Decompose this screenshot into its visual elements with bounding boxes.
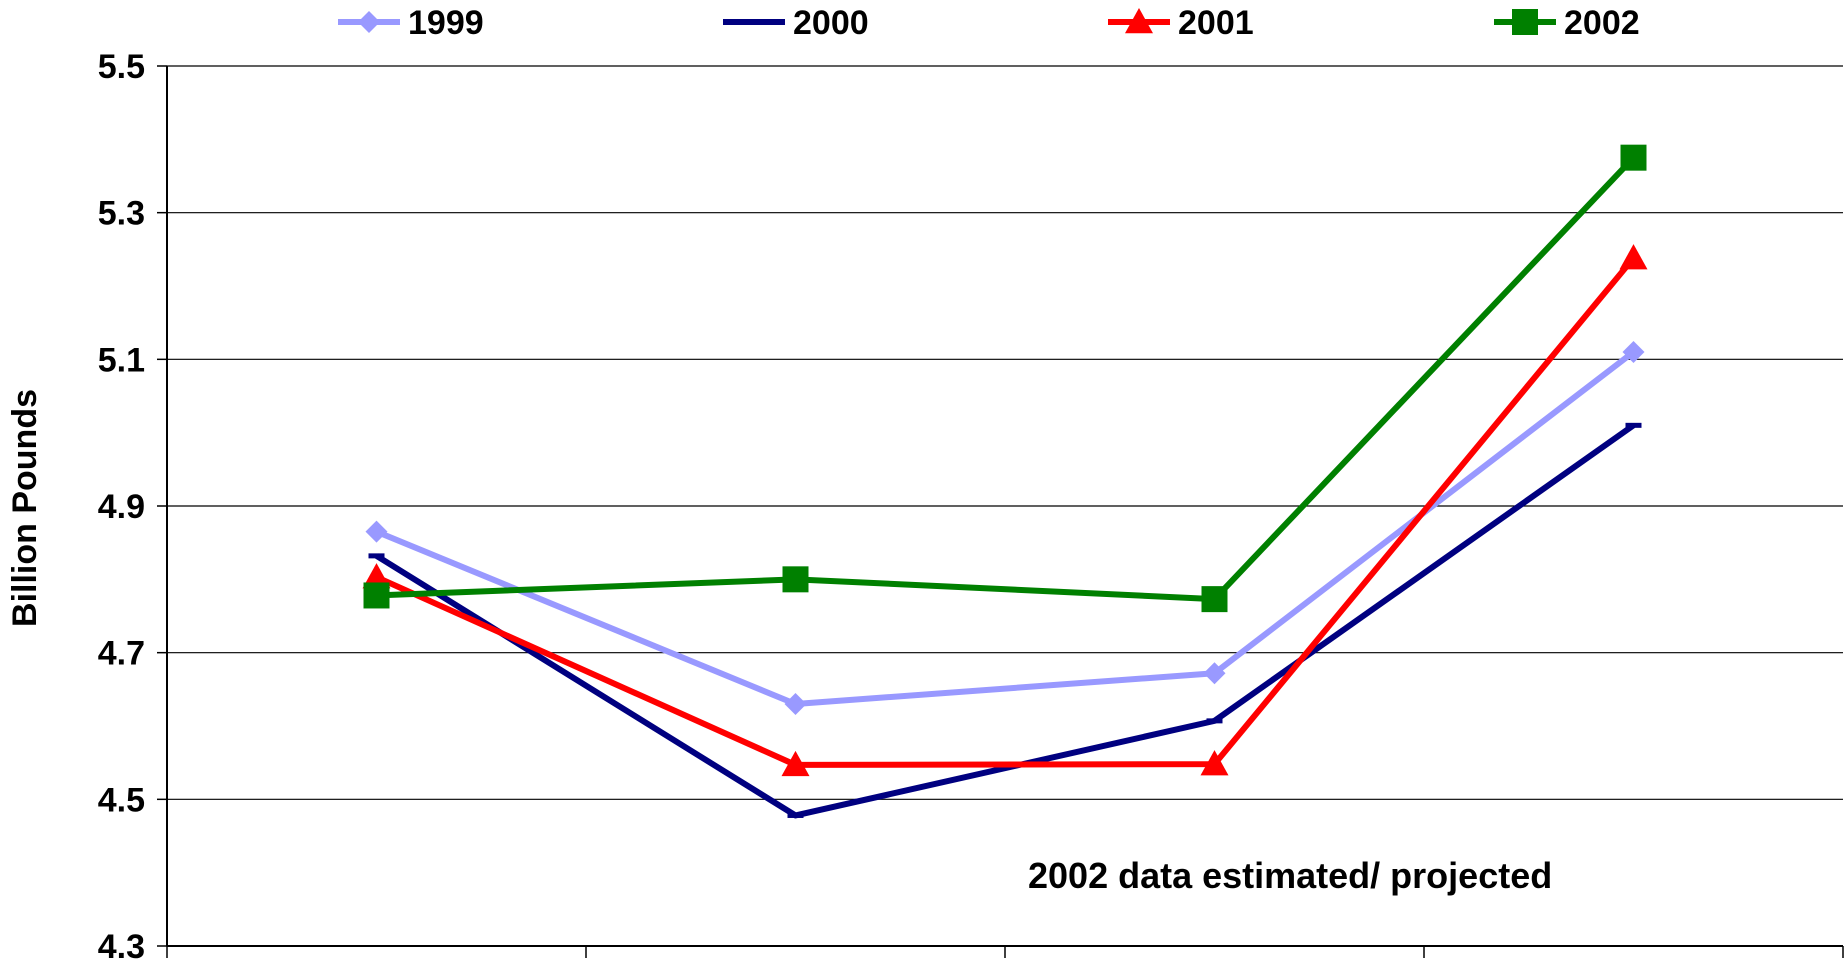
y-tick-label: 4.9 bbox=[98, 488, 145, 526]
data-point-1999 bbox=[1203, 662, 1226, 685]
data-point-2002 bbox=[363, 582, 390, 609]
series-line-2000 bbox=[374, 422, 1636, 819]
data-point-2001 bbox=[1200, 750, 1229, 776]
data-point-2001 bbox=[1619, 244, 1648, 270]
series-line-2002 bbox=[376, 155, 1636, 603]
annotation-note: 2002 data estimated/ projected bbox=[1028, 855, 1552, 896]
series-lines bbox=[362, 144, 1648, 819]
data-point-2001 bbox=[781, 750, 810, 777]
series-2000 bbox=[368, 422, 1642, 819]
series-2001 bbox=[362, 244, 1648, 777]
legend-marker bbox=[358, 11, 380, 33]
data-point-2002 bbox=[1620, 144, 1647, 171]
gridlines bbox=[167, 65, 1843, 800]
legend-label: 1999 bbox=[408, 4, 484, 42]
data-point-2000 bbox=[1206, 718, 1223, 724]
legend-marker bbox=[746, 19, 762, 25]
legend-item-2001: 2001 bbox=[1108, 4, 1254, 42]
data-point-2000 bbox=[368, 553, 385, 559]
series-line-2001 bbox=[375, 256, 1636, 768]
series-line-1999 bbox=[375, 349, 1636, 707]
legend-item-1999: 1999 bbox=[338, 4, 484, 42]
y-tick-label: 5.5 bbox=[98, 48, 145, 86]
y-axis-label: Billion Pounds bbox=[6, 389, 44, 627]
legend-marker bbox=[1125, 8, 1153, 34]
y-tick-label: 4.7 bbox=[98, 635, 145, 673]
data-point-2002 bbox=[1201, 586, 1228, 613]
legend-marker bbox=[1512, 9, 1538, 35]
y-tick-label: 4.3 bbox=[98, 928, 145, 966]
y-tick-label: 4.5 bbox=[98, 781, 145, 819]
data-point-2000 bbox=[787, 812, 804, 818]
axes: 4.3 4.5 4.7 4.9 5.1 5.3 5.5 bbox=[98, 48, 1844, 966]
legend-label: 2002 bbox=[1564, 4, 1640, 42]
data-point-2000 bbox=[1625, 422, 1642, 428]
data-point-2001 bbox=[362, 563, 391, 589]
legend-label: 2001 bbox=[1178, 4, 1254, 42]
data-point-1999 bbox=[1622, 341, 1645, 363]
data-point-1999 bbox=[365, 520, 388, 543]
y-tick-label: 5.3 bbox=[98, 195, 145, 233]
data-point-1999 bbox=[784, 693, 807, 715]
legend-label: 2000 bbox=[793, 4, 869, 42]
series-2002 bbox=[363, 144, 1647, 613]
data-point-2002 bbox=[782, 566, 809, 593]
y-tick-label: 5.1 bbox=[98, 341, 145, 379]
legend-item-2000: 2000 bbox=[723, 4, 869, 42]
legend-item-2002: 2002 bbox=[1494, 4, 1640, 42]
legend: 1999 2000 2001 2002 bbox=[338, 4, 1640, 42]
